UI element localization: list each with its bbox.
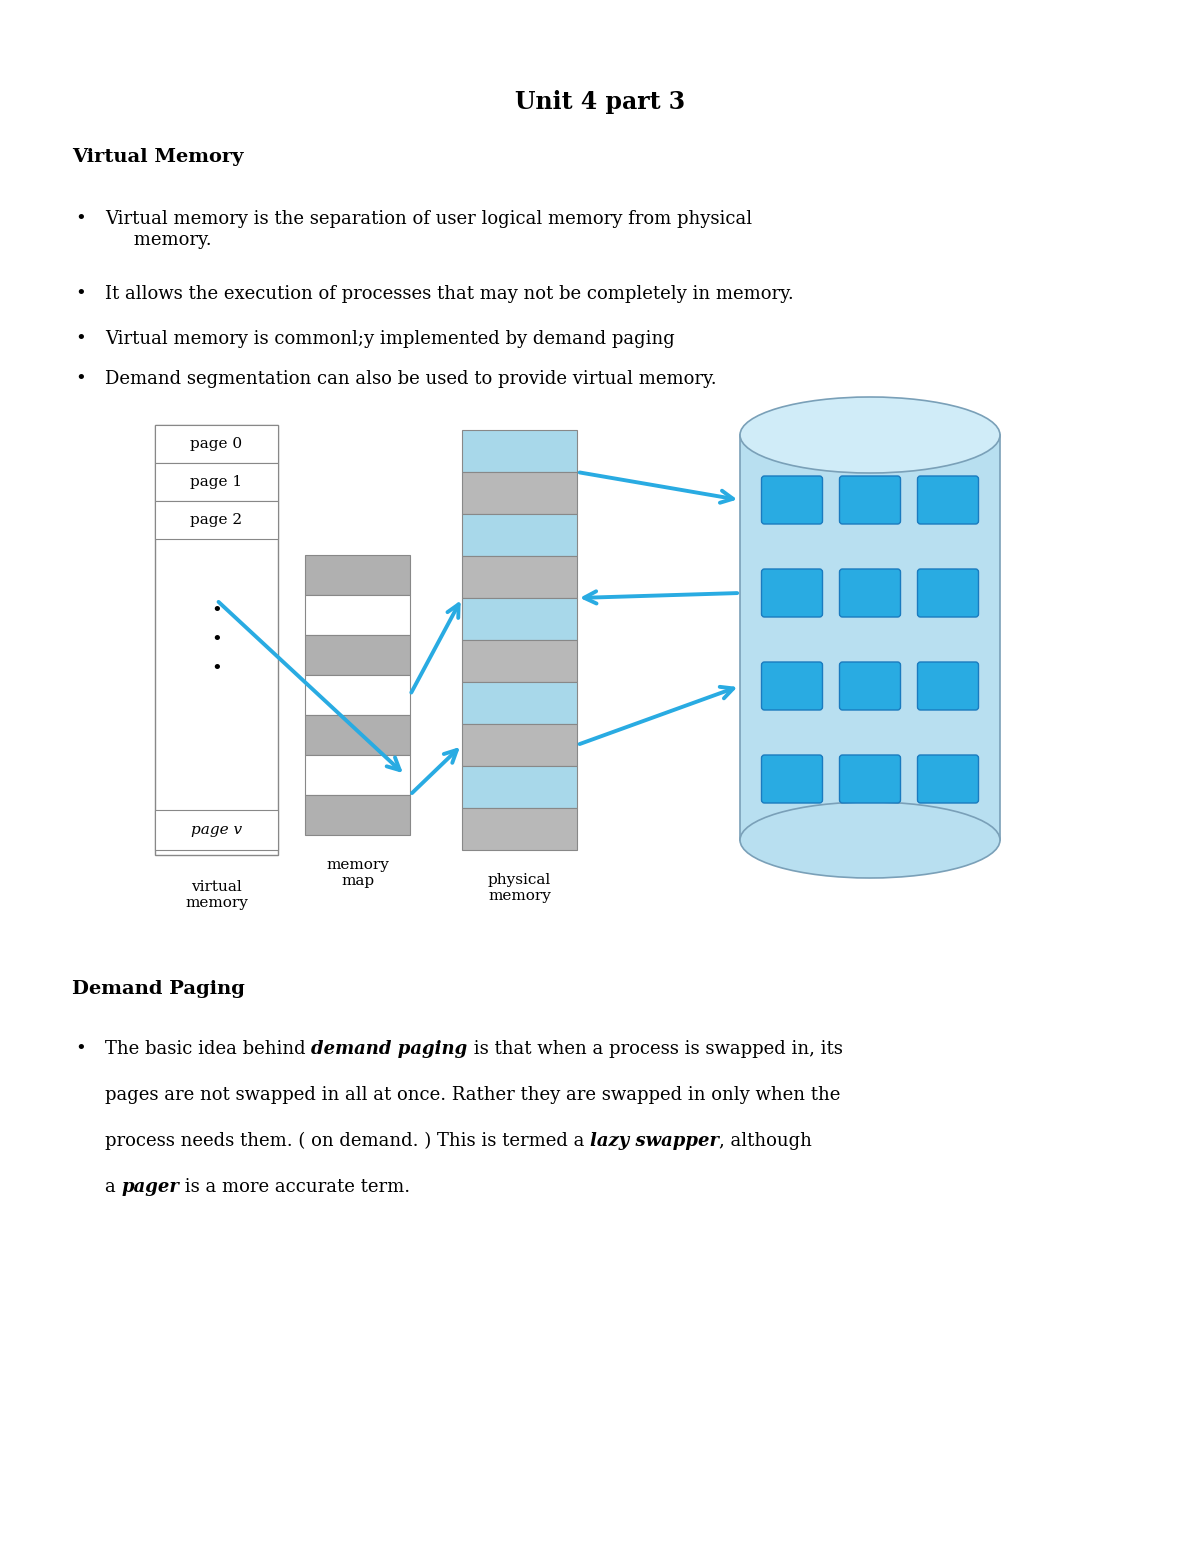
Bar <box>305 714 410 755</box>
Bar <box>462 682 577 724</box>
Ellipse shape <box>740 398 1000 474</box>
Text: Virtual memory is commonl;y implemented by demand paging: Virtual memory is commonl;y implemented … <box>106 329 674 348</box>
FancyBboxPatch shape <box>762 755 822 803</box>
Bar <box>462 640 577 682</box>
Bar <box>462 556 577 598</box>
Bar <box>462 808 577 849</box>
FancyBboxPatch shape <box>762 477 822 523</box>
FancyBboxPatch shape <box>840 755 900 803</box>
Text: is that when a process is swapped in, its: is that when a process is swapped in, it… <box>468 1041 842 1058</box>
Text: page 0: page 0 <box>191 436 242 450</box>
Text: Virtual Memory: Virtual Memory <box>72 148 244 166</box>
Bar <box>305 635 410 676</box>
FancyBboxPatch shape <box>840 662 900 710</box>
Text: •: • <box>74 210 85 228</box>
Text: page v: page v <box>191 823 242 837</box>
Bar <box>462 430 577 472</box>
Text: Demand segmentation can also be used to provide virtual memory.: Demand segmentation can also be used to … <box>106 370 716 388</box>
Text: memory
map: memory map <box>326 857 389 888</box>
Bar <box>155 426 278 463</box>
Bar <box>462 766 577 808</box>
Bar <box>155 426 278 856</box>
Bar <box>462 724 577 766</box>
Text: pages are not swapped in all at once. Rather they are swapped in only when the: pages are not swapped in all at once. Ra… <box>106 1086 840 1104</box>
Bar <box>155 811 278 849</box>
FancyBboxPatch shape <box>762 568 822 617</box>
Text: •: • <box>74 370 85 388</box>
Bar <box>462 598 577 640</box>
Text: virtual
memory: virtual memory <box>185 881 248 910</box>
Text: •: • <box>74 1041 85 1058</box>
Text: is a more accurate term.: is a more accurate term. <box>179 1179 410 1196</box>
Text: •: • <box>74 286 85 303</box>
Text: It allows the execution of processes that may not be completely in memory.: It allows the execution of processes tha… <box>106 286 793 303</box>
Bar <box>305 755 410 795</box>
Text: physical
memory: physical memory <box>488 873 551 904</box>
FancyBboxPatch shape <box>840 568 900 617</box>
Text: •: • <box>74 329 85 348</box>
Text: page 1: page 1 <box>191 475 242 489</box>
Bar <box>155 463 278 502</box>
Text: The basic idea behind: The basic idea behind <box>106 1041 311 1058</box>
Text: Unit 4 part 3: Unit 4 part 3 <box>515 90 685 113</box>
FancyBboxPatch shape <box>918 662 978 710</box>
Text: Demand Paging: Demand Paging <box>72 980 245 999</box>
FancyBboxPatch shape <box>918 755 978 803</box>
Text: a: a <box>106 1179 121 1196</box>
Text: lazy swapper: lazy swapper <box>590 1132 719 1151</box>
Bar <box>155 502 278 539</box>
Bar <box>305 595 410 635</box>
Ellipse shape <box>740 801 1000 877</box>
Bar <box>462 514 577 556</box>
Bar <box>305 554 410 595</box>
FancyBboxPatch shape <box>762 662 822 710</box>
FancyBboxPatch shape <box>918 477 978 523</box>
Text: page 2: page 2 <box>191 512 242 526</box>
FancyBboxPatch shape <box>840 477 900 523</box>
Text: process needs them. ( on demand. ) This is termed a: process needs them. ( on demand. ) This … <box>106 1132 590 1151</box>
Bar <box>740 435 1000 840</box>
Text: Virtual memory is the separation of user logical memory from physical
     memor: Virtual memory is the separation of user… <box>106 210 752 248</box>
Text: pager: pager <box>121 1179 179 1196</box>
Text: •
•
•: • • • <box>211 603 222 679</box>
Bar <box>305 795 410 836</box>
FancyBboxPatch shape <box>918 568 978 617</box>
Text: , although: , although <box>719 1132 812 1151</box>
Bar <box>462 472 577 514</box>
Text: demand paging: demand paging <box>311 1041 468 1058</box>
Bar <box>305 676 410 714</box>
